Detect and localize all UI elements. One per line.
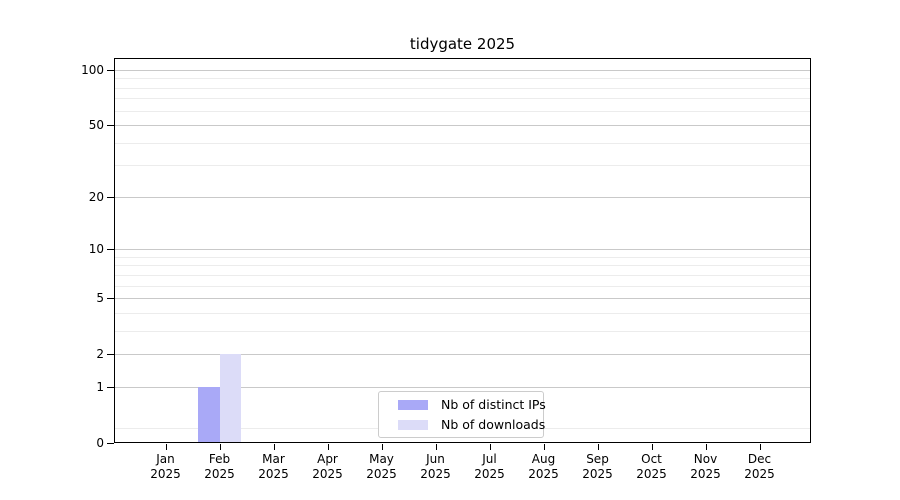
chart-title: tidygate 2025 xyxy=(409,35,516,53)
xtick-mark-feb xyxy=(219,444,221,450)
gridline-minor-y-8 xyxy=(115,265,810,267)
legend-item-distinct-ips: Nb of distinct IPs xyxy=(379,395,546,415)
ytick-label-5: 5 xyxy=(96,291,104,306)
xtick-label-may: May 2025 xyxy=(366,452,397,481)
gridline-major-y-5 xyxy=(115,298,810,300)
xtick-label-aug: Aug 2025 xyxy=(528,452,559,481)
xtick-mark-jun xyxy=(435,444,437,450)
xtick-label-jan: Jan 2025 xyxy=(150,452,181,481)
ytick-label-100: 100 xyxy=(81,63,104,77)
ytick-mark-100 xyxy=(107,70,114,71)
xtick-label-feb: Feb 2025 xyxy=(204,452,235,481)
gridline-major-y-10 xyxy=(115,249,810,251)
xtick-label-nov: Nov 2025 xyxy=(690,452,721,481)
ytick-mark-0 xyxy=(107,443,114,444)
ytick-label-0: 0 xyxy=(96,436,104,450)
xtick-mark-apr xyxy=(327,444,329,450)
xtick-label-sep: Sep 2025 xyxy=(582,452,613,481)
legend: Nb of distinct IPs Nb of downloads xyxy=(378,391,546,438)
legend-label: Nb of distinct IPs xyxy=(441,396,546,412)
gridline-minor-y-80 xyxy=(115,87,810,89)
ytick-mark-10 xyxy=(107,249,114,251)
gridline-major-y-2 xyxy=(115,354,810,356)
ytick-label-50: 50 xyxy=(88,118,104,133)
gridline-minor-y-6 xyxy=(115,285,810,287)
xtick-mark-dec xyxy=(759,444,761,450)
plot-area xyxy=(114,58,811,443)
ytick-mark-1 xyxy=(107,386,114,388)
gridline-minor-y-40 xyxy=(115,142,810,144)
xtick-label-jul: Jul 2025 xyxy=(474,452,505,481)
xtick-mark-nov xyxy=(705,444,707,450)
gridline-minor-y-4 xyxy=(115,312,810,314)
legend-swatch xyxy=(398,419,428,430)
xtick-mark-aug xyxy=(543,444,545,450)
ytick-label-10: 10 xyxy=(88,242,104,257)
gridline-minor-y-9 xyxy=(115,256,810,258)
ytick-label-20: 20 xyxy=(88,189,104,204)
xtick-label-oct: Oct 2025 xyxy=(636,452,667,481)
ytick-label-2: 2 xyxy=(96,347,104,362)
xtick-mark-oct xyxy=(651,444,653,450)
gridline-major-y-1 xyxy=(115,386,810,388)
bar-downloads-feb xyxy=(219,354,241,442)
gridline-major-y-50 xyxy=(115,125,810,127)
gridline-minor-y-70 xyxy=(115,98,810,100)
xtick-label-dec: Dec 2025 xyxy=(744,452,775,481)
xtick-label-apr: Apr 2025 xyxy=(312,452,343,481)
xtick-label-jun: Jun 2025 xyxy=(420,452,451,481)
gridline-minor-y-60 xyxy=(115,110,810,112)
legend-item-downloads: Nb of downloads xyxy=(379,415,546,435)
ytick-mark-2 xyxy=(107,354,114,356)
ytick-mark-50 xyxy=(107,125,114,127)
ytick-mark-5 xyxy=(107,298,114,300)
xtick-mark-jan xyxy=(165,444,167,450)
xtick-mark-mar xyxy=(273,444,275,450)
xtick-mark-sep xyxy=(597,444,599,450)
gridline-minor-y-30 xyxy=(115,165,810,167)
gridline-minor-y-3 xyxy=(115,330,810,332)
ytick-label-1: 1 xyxy=(96,379,104,394)
gridline-minor-y-90 xyxy=(115,78,810,80)
bar-distinct-ips-feb xyxy=(198,386,220,442)
xtick-mark-may xyxy=(381,444,383,450)
gridline-major-y-20 xyxy=(115,196,810,198)
xtick-mark-jul xyxy=(489,444,491,450)
gridline-major-y-100 xyxy=(115,70,810,71)
xtick-label-mar: Mar 2025 xyxy=(258,452,289,481)
ytick-mark-20 xyxy=(107,196,114,198)
legend-swatch xyxy=(398,399,428,410)
gridline-minor-y-7 xyxy=(115,274,810,276)
legend-label: Nb of downloads xyxy=(441,416,546,432)
